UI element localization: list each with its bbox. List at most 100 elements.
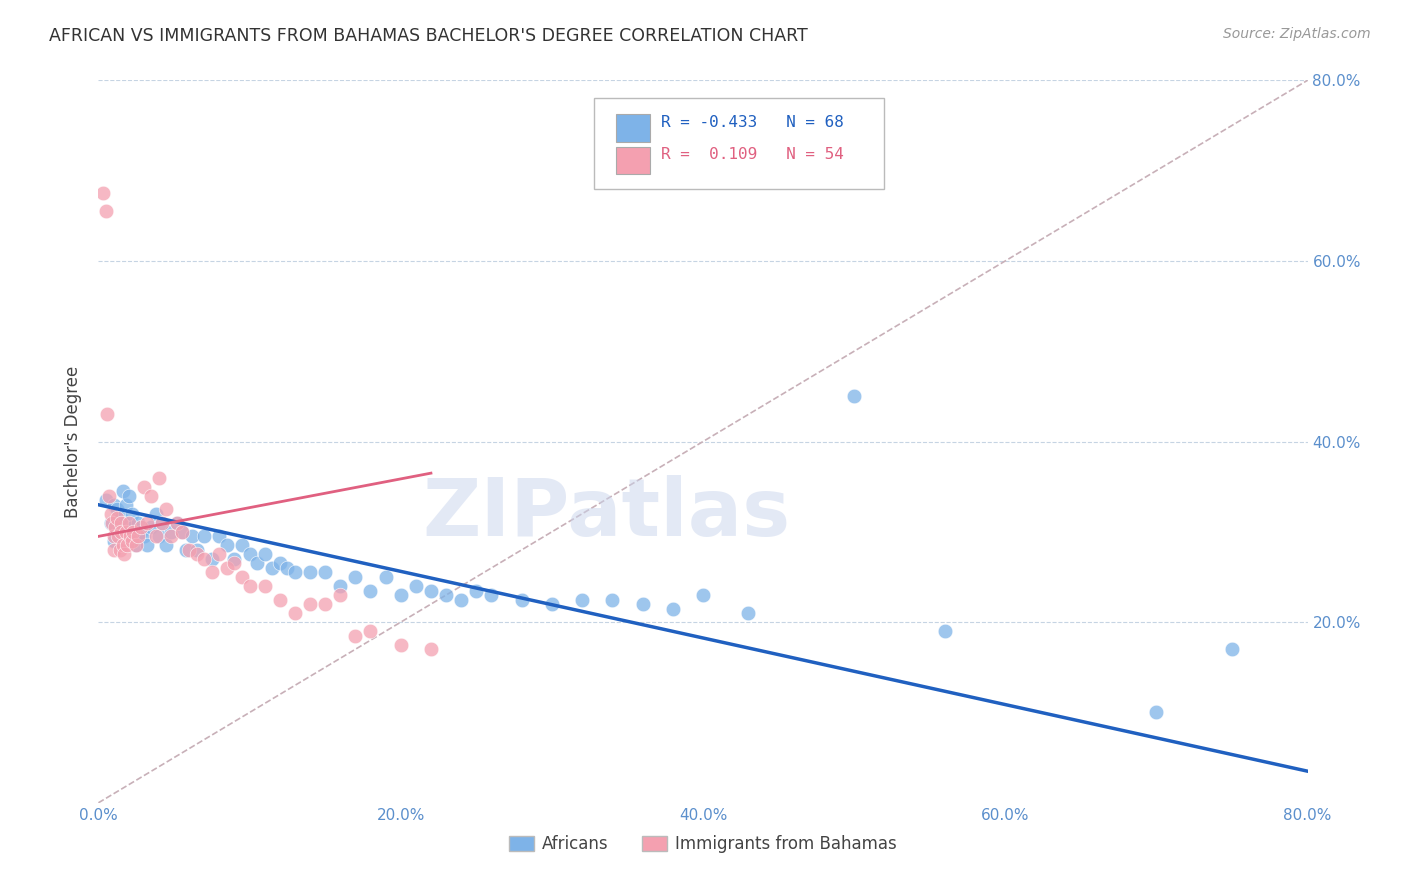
Point xyxy=(112,548,135,562)
Point xyxy=(246,557,269,571)
Text: R = -0.433   N = 68: R = -0.433 N = 68 xyxy=(661,115,844,130)
Point xyxy=(108,542,131,557)
Point xyxy=(510,592,533,607)
Point xyxy=(150,516,173,530)
Point xyxy=(115,538,138,552)
FancyBboxPatch shape xyxy=(595,98,884,189)
Point xyxy=(692,588,714,602)
Point xyxy=(103,529,125,543)
Point xyxy=(100,516,122,530)
Point xyxy=(1144,706,1167,720)
Point xyxy=(166,516,188,530)
Point xyxy=(181,529,204,543)
Point xyxy=(299,566,322,580)
Point xyxy=(299,597,322,611)
Point xyxy=(420,583,443,598)
Point xyxy=(231,538,253,552)
Point xyxy=(420,642,443,657)
Point xyxy=(148,471,170,485)
Point xyxy=(276,561,298,575)
Point xyxy=(118,489,141,503)
Point xyxy=(179,542,201,557)
Point xyxy=(540,597,562,611)
Point xyxy=(215,561,238,575)
Point xyxy=(208,529,231,543)
Point xyxy=(389,588,412,602)
Point xyxy=(405,579,427,593)
Point xyxy=(1220,642,1243,657)
Point xyxy=(374,570,396,584)
Point xyxy=(344,629,367,643)
Point xyxy=(122,520,145,534)
Legend: Africans, Immigrants from Bahamas: Africans, Immigrants from Bahamas xyxy=(502,828,904,860)
Point xyxy=(661,601,683,615)
Point xyxy=(135,516,157,530)
Point xyxy=(148,529,170,543)
Point xyxy=(160,524,183,539)
Point xyxy=(737,606,759,620)
Point xyxy=(98,489,121,503)
Point xyxy=(103,498,125,512)
Point xyxy=(100,507,122,521)
Point xyxy=(602,592,624,607)
FancyBboxPatch shape xyxy=(616,147,650,174)
Point xyxy=(112,516,135,530)
Point xyxy=(239,548,262,562)
Point xyxy=(118,529,141,543)
Point xyxy=(224,552,246,566)
Point xyxy=(107,529,129,543)
Point xyxy=(141,489,163,503)
Point xyxy=(208,548,231,562)
Point xyxy=(215,538,238,552)
Point xyxy=(110,511,132,525)
Point xyxy=(186,548,208,562)
Point xyxy=(101,516,124,530)
Point xyxy=(224,557,246,571)
Point xyxy=(145,507,167,521)
Point xyxy=(239,579,262,593)
Point xyxy=(231,570,253,584)
Point xyxy=(129,524,152,539)
Point xyxy=(314,566,336,580)
Point xyxy=(118,516,141,530)
Point xyxy=(465,583,488,598)
Point xyxy=(120,529,142,543)
Point xyxy=(262,561,284,575)
Point xyxy=(193,552,215,566)
Point xyxy=(329,579,352,593)
Point xyxy=(450,592,472,607)
Point xyxy=(155,538,177,552)
Point xyxy=(111,538,134,552)
Y-axis label: Bachelor's Degree: Bachelor's Degree xyxy=(65,366,83,517)
Point xyxy=(94,204,117,219)
Point xyxy=(103,542,125,557)
Point xyxy=(145,529,167,543)
Point xyxy=(125,538,148,552)
Text: R =  0.109   N = 54: R = 0.109 N = 54 xyxy=(661,147,844,162)
Text: Source: ZipAtlas.com: Source: ZipAtlas.com xyxy=(1223,27,1371,41)
Point xyxy=(314,597,336,611)
Point xyxy=(253,579,276,593)
Point xyxy=(141,520,163,534)
Point xyxy=(344,570,367,584)
Point xyxy=(284,606,307,620)
Point xyxy=(389,638,412,652)
Point xyxy=(284,566,307,580)
Point xyxy=(481,588,503,602)
Point xyxy=(170,524,193,539)
Point xyxy=(329,588,352,602)
Point xyxy=(201,552,224,566)
FancyBboxPatch shape xyxy=(616,114,650,142)
Point xyxy=(91,186,114,201)
Point xyxy=(121,533,143,548)
Point xyxy=(434,588,457,602)
Point xyxy=(360,583,382,598)
Point xyxy=(127,529,149,543)
Point xyxy=(150,516,173,530)
Point xyxy=(269,592,291,607)
Point xyxy=(129,520,152,534)
Point xyxy=(132,529,155,543)
Point xyxy=(105,502,128,516)
Point xyxy=(105,511,128,525)
Point xyxy=(631,597,654,611)
